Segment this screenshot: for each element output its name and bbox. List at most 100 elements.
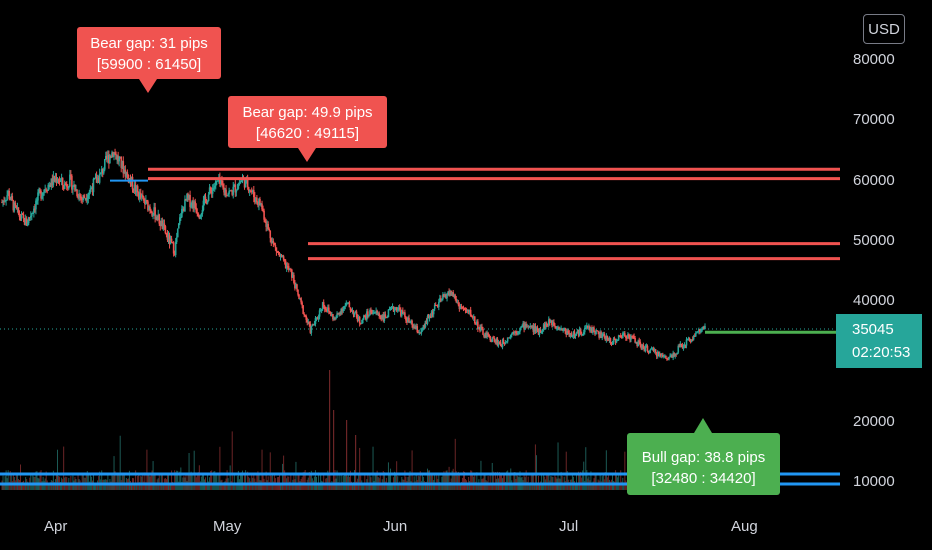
volume-bar [531,474,533,490]
candle-body [68,186,70,189]
candle-body [539,329,542,332]
candle-body [229,190,231,192]
candle-body [208,187,211,195]
candle-body [152,215,154,217]
candle-body [596,330,598,332]
volume-bar [178,481,180,490]
candle-body [89,188,92,192]
candle-body [654,349,657,353]
candle-body [454,295,457,299]
currency-badge[interactable]: USD [863,14,905,44]
candle-body [449,290,451,296]
bear-gap-callout-2[interactable]: Bear gap: 49.9 pips [46620 : 49115] [228,96,387,162]
candle-body [704,325,706,329]
bear-gap-callout-1[interactable]: Bear gap: 31 pips [59900 : 61450] [77,27,221,93]
candle-body [413,326,415,329]
candle-body [311,324,314,327]
candle-body [304,314,306,316]
candle-body [534,326,537,331]
volume-bar [340,474,342,490]
candle-body [526,326,528,328]
volume-bar [339,483,341,490]
candle-body [667,359,669,361]
candle-body [253,190,255,198]
candle-body [370,310,372,313]
candle-body [631,335,633,337]
candle-body [228,190,230,194]
candle-body [655,352,658,357]
candle-body [239,181,242,184]
candle-body [188,195,190,198]
volume-bar [332,482,334,490]
time-axis[interactable]: Apr May Jun Jul Aug [44,518,758,535]
candle-body [530,325,533,327]
candle-body [614,339,617,343]
volume-bar [131,483,132,490]
volume-bar [87,474,89,490]
candle-body [82,195,84,201]
candle-body [291,269,293,278]
candle-body [320,309,323,311]
candle-body [18,213,21,217]
candle-body [42,192,44,196]
candle-body [305,315,308,320]
volume-bar [243,482,245,490]
candle-body [354,311,357,313]
candle-body [182,208,184,210]
candle-body [612,338,615,344]
candle-body [332,314,334,320]
volume-bar [585,447,587,490]
candle-body [156,217,158,221]
candle-body [604,337,607,341]
candle-body [174,242,177,255]
volume-bar [512,483,514,490]
candle-body [106,156,108,160]
price-axis[interactable]: 80000 70000 60000 50000 40000 20000 1000… [853,51,895,490]
candle-body [616,339,619,341]
candle-body [638,340,641,342]
candle-body [536,327,539,331]
candle-body [224,189,226,193]
candle-body [235,190,238,193]
volume-bar [415,474,417,490]
volume-bar [386,483,388,490]
candle-body [278,253,281,257]
volume-bar [143,481,145,490]
volume-bar [228,482,230,490]
bull-gap-callout[interactable]: Bull gap: 38.8 pips [32480 : 34420] [627,418,780,495]
volume-bar [582,470,584,490]
volume-bar [201,473,203,490]
candle-body [574,334,577,337]
volume-bar [330,483,332,490]
volume-bar [303,471,305,490]
candle-body [280,255,283,258]
volume-bar [250,481,252,490]
candle-body [504,342,507,344]
candle-body [427,316,430,319]
candle-body [309,323,312,333]
candle-body [91,188,94,193]
candle-body [294,282,296,289]
candle-body [355,311,358,318]
candle-body [151,211,153,216]
volume-bar [475,481,477,490]
candle-body [376,310,378,314]
candle-body [603,333,606,338]
volume-bar [226,470,228,490]
candle-body [81,198,83,201]
volume-bar [116,474,118,490]
volume-bar [469,481,471,490]
candle-body [14,202,17,206]
volume-bar [173,483,175,490]
candle-body [402,310,404,314]
candle-body [47,184,50,191]
candle-body [195,207,198,213]
candle-body [442,294,444,299]
candle-body [134,184,137,193]
volume-bar [368,483,370,490]
bull-gap-pointer [694,418,712,433]
volume-bar [396,461,398,490]
candle-body [443,294,445,297]
volume-bar [176,470,178,490]
candle-body [425,320,428,324]
